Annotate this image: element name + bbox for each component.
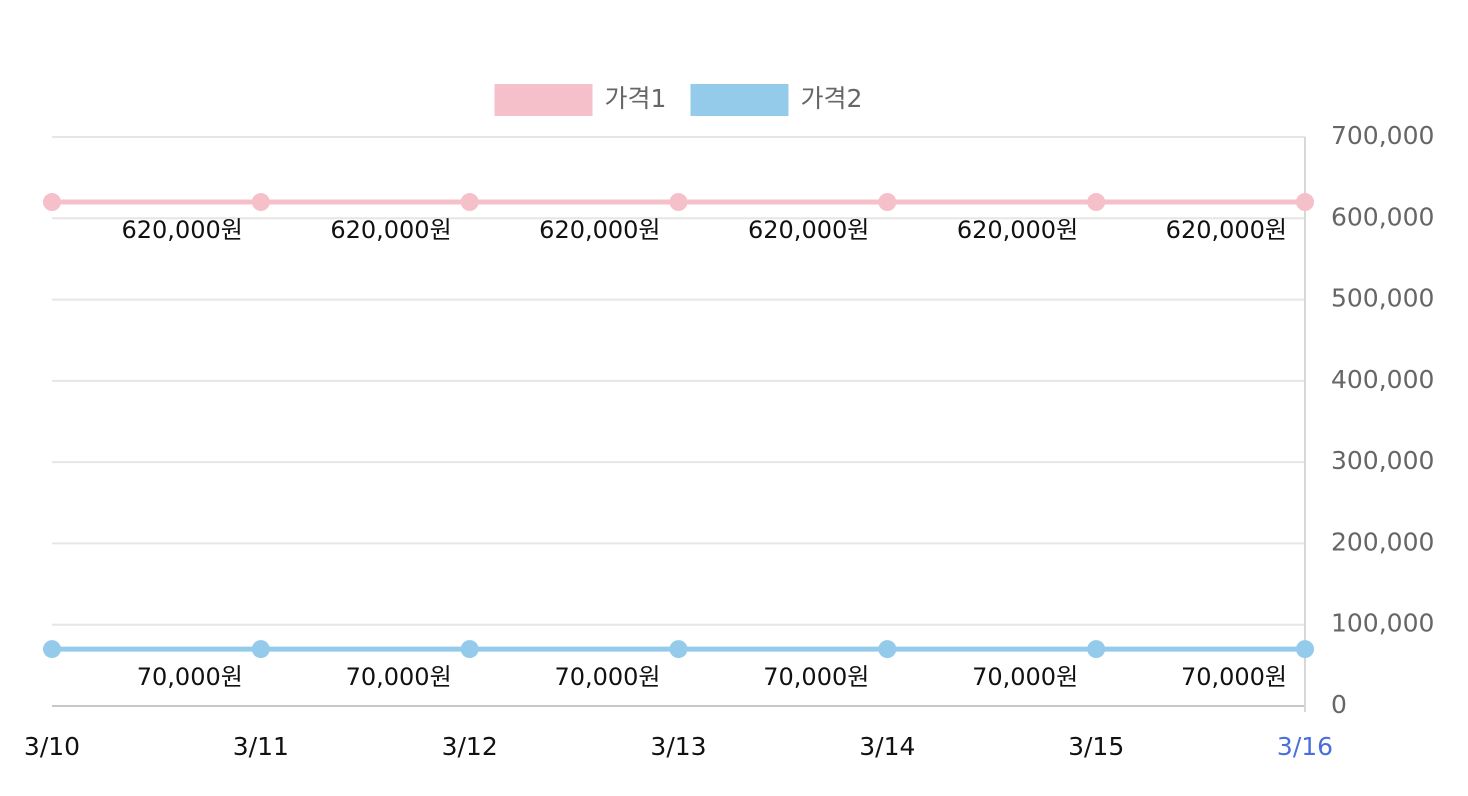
- data-label: 70,000원: [1181, 663, 1287, 691]
- legend-swatch: [494, 84, 593, 116]
- y-tick-label: 0: [1331, 690, 1347, 719]
- x-tick-label: 3/15: [1068, 732, 1124, 761]
- y-tick-label: 600,000: [1331, 202, 1434, 231]
- data-point: [1087, 640, 1106, 659]
- data-label: 70,000원: [763, 663, 869, 691]
- legend-label: 가격1: [605, 84, 667, 113]
- y-tick-label: 700,000: [1331, 121, 1434, 150]
- data-point: [460, 193, 479, 212]
- data-point: [878, 193, 897, 212]
- data-label: 70,000원: [137, 663, 243, 691]
- data-point: [251, 193, 270, 212]
- data-point: [669, 193, 688, 212]
- y-tick-label: 400,000: [1331, 365, 1434, 394]
- data-label: 620,000원: [1166, 216, 1287, 244]
- data-point: [251, 640, 270, 659]
- data-label: 70,000원: [554, 663, 660, 691]
- data-label: 620,000원: [330, 216, 451, 244]
- data-point: [1087, 193, 1106, 212]
- data-point: [669, 640, 688, 659]
- data-point: [460, 640, 479, 659]
- x-tick-label: 3/12: [442, 732, 498, 761]
- data-label: 620,000원: [957, 216, 1078, 244]
- data-label: 620,000원: [539, 216, 660, 244]
- x-tick-label: 3/11: [233, 732, 289, 761]
- data-label: 70,000원: [972, 663, 1078, 691]
- y-tick-label: 200,000: [1331, 527, 1434, 556]
- data-point: [1296, 640, 1314, 659]
- legend-label: 가격2: [801, 84, 863, 113]
- data-point: [1296, 193, 1314, 212]
- x-tick-label: 3/16: [1277, 732, 1333, 761]
- data-point: [878, 640, 897, 659]
- data-label: 70,000원: [346, 663, 452, 691]
- x-tick-label: 3/14: [859, 732, 915, 761]
- data-point: [43, 640, 61, 659]
- x-tick-label: 3/10: [24, 732, 80, 761]
- y-tick-label: 100,000: [1331, 609, 1434, 638]
- data-label: 620,000원: [122, 216, 243, 244]
- x-tick-label: 3/13: [650, 732, 706, 761]
- y-tick-label: 300,000: [1331, 446, 1434, 475]
- legend-swatch: [690, 84, 789, 116]
- data-label: 620,000원: [748, 216, 869, 244]
- y-tick-label: 500,000: [1331, 284, 1434, 313]
- data-point: [43, 193, 61, 212]
